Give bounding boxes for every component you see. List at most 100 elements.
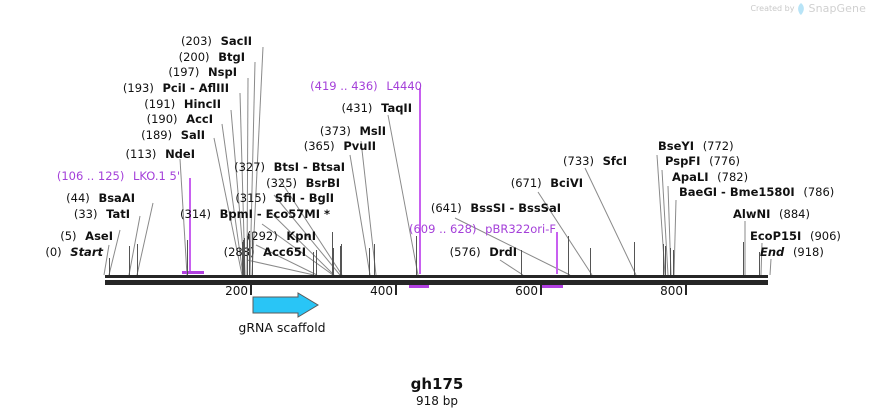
enzyme-site-tick[interactable]	[244, 238, 245, 275]
enzyme-label-btsi-btsai[interactable]: (327) BtsI - BtsaI	[234, 161, 345, 173]
enzyme-pos: (325)	[266, 176, 298, 190]
enzyme-label-hincii[interactable]: (191) HincII	[144, 98, 221, 110]
enzyme-site-tick[interactable]	[568, 236, 569, 275]
enzyme-site-tick[interactable]	[252, 232, 253, 275]
enzyme-site-tick[interactable]	[316, 250, 317, 275]
enzyme-label-nspi[interactable]: (197) NspI	[168, 66, 237, 78]
enzyme-label-sfii-bgli[interactable]: (315) SfiI - BglI	[235, 192, 334, 204]
enzyme-label-ecop15i[interactable]: EcoP15I (906)	[750, 230, 841, 242]
feature-label-l4440[interactable]: (419 .. 436) L4440	[310, 80, 422, 92]
enzyme-site-tick[interactable]	[369, 248, 370, 275]
feature-bar	[541, 285, 563, 288]
enzyme-label-bsrbi[interactable]: (325) BsrBI	[266, 177, 340, 189]
enzyme-pos: (288)	[223, 245, 255, 259]
enzyme-label-btgi[interactable]: (200) BtgI	[179, 51, 245, 63]
feature-label-pbr322ori-f[interactable]: (609 .. 628) pBR322ori-F	[409, 223, 556, 235]
enzyme-label-bsaai[interactable]: (44) BsaAI	[66, 192, 135, 204]
enzyme-label-apali[interactable]: ApaLI (782)	[672, 171, 748, 183]
enzyme-name: BciVI	[550, 176, 583, 190]
enzyme-site-tick[interactable]	[247, 236, 248, 275]
ruler-label-200: 200	[225, 284, 248, 298]
enzyme-pos: (365)	[303, 139, 335, 153]
enzyme-name: SfcI	[602, 154, 627, 168]
sequence-backbone[interactable]	[105, 280, 768, 285]
enzyme-name: BseYI	[658, 139, 695, 153]
enzyme-site-tick[interactable]	[333, 248, 334, 275]
enzyme-label-acc65i[interactable]: (288) Acc65I	[224, 246, 306, 258]
enzyme-label-msli[interactable]: (373) MslI	[320, 125, 386, 137]
enzyme-site-tick[interactable]	[243, 240, 244, 275]
enzyme-name: TaqII	[381, 101, 412, 115]
enzyme-site-tick[interactable]	[129, 246, 130, 275]
enzyme-site-tick[interactable]	[109, 258, 110, 275]
feature-bar	[182, 271, 204, 274]
feature-label-lko1-5prime[interactable]: (106 .. 125) LKO.1 5'	[57, 170, 180, 182]
enzyme-pos: (906)	[809, 229, 841, 243]
enzyme-name: BtgI	[218, 50, 245, 64]
enzyme-label-bpmi-eco57mi[interactable]: (314) BpmI - Eco57MI *	[180, 208, 330, 220]
sequence-end-label[interactable]: End (918)	[760, 246, 824, 258]
enzyme-label-kpni[interactable]: (292) KpnI	[247, 230, 316, 242]
enzyme-pos: (772)	[702, 139, 734, 153]
enzyme-label-sfci[interactable]: (733) SfcI	[563, 155, 627, 167]
enzyme-site-tick[interactable]	[521, 250, 522, 275]
enzyme-pos: (203)	[180, 34, 212, 48]
enzyme-site-tick[interactable]	[242, 244, 243, 275]
enzyme-name: SalI	[180, 128, 205, 142]
enzyme-name: NspI	[208, 65, 237, 79]
enzyme-label-drdi[interactable]: (576) DrdI	[450, 246, 517, 258]
enzyme-label-bseyi[interactable]: BseYI (772)	[658, 140, 734, 152]
enzyme-label-pvuii[interactable]: (365) PvuII	[304, 140, 376, 152]
enzyme-site-tick[interactable]	[634, 242, 635, 275]
enzyme-name: BtsI - BtsaI	[273, 160, 345, 174]
enzyme-label-sacii[interactable]: (203) SacII	[181, 35, 252, 47]
enzyme-site-tick[interactable]	[187, 240, 188, 275]
enzyme-site-tick[interactable]	[416, 236, 417, 275]
snapgene-leaf-icon	[797, 2, 805, 15]
ruler-tick-800	[685, 285, 687, 295]
enzyme-pos: (315)	[235, 191, 267, 205]
enzyme-pos: (33)	[73, 207, 98, 221]
enzyme-site-tick[interactable]	[673, 250, 674, 275]
enzyme-name: NdeI	[165, 147, 195, 161]
enzyme-site-tick[interactable]	[670, 248, 671, 275]
enzyme-pos: (190)	[146, 112, 178, 126]
enzyme-label-ndei[interactable]: (113) NdeI	[125, 148, 195, 160]
enzyme-pos: (776)	[709, 154, 741, 168]
enzyme-label-acci[interactable]: (190) AccI	[147, 113, 213, 125]
feature-range: (106 .. 125)	[56, 169, 125, 183]
enzyme-label-alwni[interactable]: AlwNI (884)	[733, 208, 810, 220]
enzyme-label-pcii-afliii[interactable]: (193) PciI - AflIII	[123, 82, 229, 94]
enzyme-pos: (113)	[125, 147, 157, 161]
ruler-tick-400	[395, 285, 397, 295]
enzyme-site-tick[interactable]	[374, 244, 375, 275]
enzyme-site-tick[interactable]	[313, 252, 314, 275]
watermark-brand: SnapGene	[808, 2, 866, 15]
enzyme-site-tick[interactable]	[759, 252, 760, 275]
enzyme-site-tick[interactable]	[590, 248, 591, 275]
sequence-start-label[interactable]: (0) Start	[45, 246, 103, 258]
enzyme-pos: (327)	[234, 160, 266, 174]
enzyme-site-tick[interactable]	[663, 244, 664, 275]
enzyme-label-asei[interactable]: (5) AseI	[60, 230, 113, 242]
enzyme-label-bsssi-bsssai[interactable]: (641) BssSI - BssSaI	[431, 202, 561, 214]
enzyme-label-taqii[interactable]: (431) TaqII	[341, 102, 412, 114]
enzyme-site-tick[interactable]	[743, 242, 744, 275]
page-title: gh175	[410, 375, 464, 393]
enzyme-site-tick[interactable]	[137, 244, 138, 275]
enzyme-label-bcivi[interactable]: (671) BciVI	[511, 177, 583, 189]
enzyme-site-tick[interactable]	[665, 246, 666, 275]
enzyme-name: PvuII	[343, 139, 376, 153]
feature-range: (419 .. 436)	[310, 79, 378, 93]
ruler-tick-600	[540, 285, 542, 295]
grna-scaffold-arrow[interactable]	[252, 292, 320, 322]
enzyme-pos: (641)	[430, 201, 462, 215]
enzyme-label-tati[interactable]: (33) TatI	[74, 208, 130, 220]
enzyme-label-sali[interactable]: (189) SalI	[141, 129, 205, 141]
enzyme-site-tick[interactable]	[340, 246, 341, 275]
enzyme-label-baegi-bme1580i[interactable]: BaeGI - Bme1580I (786)	[679, 186, 834, 198]
enzyme-label-pspfi[interactable]: PspFI (776)	[665, 155, 740, 167]
enzyme-site-tick[interactable]	[332, 232, 333, 275]
enzyme-site-tick[interactable]	[249, 234, 250, 275]
enzyme-site-tick[interactable]	[341, 244, 342, 275]
